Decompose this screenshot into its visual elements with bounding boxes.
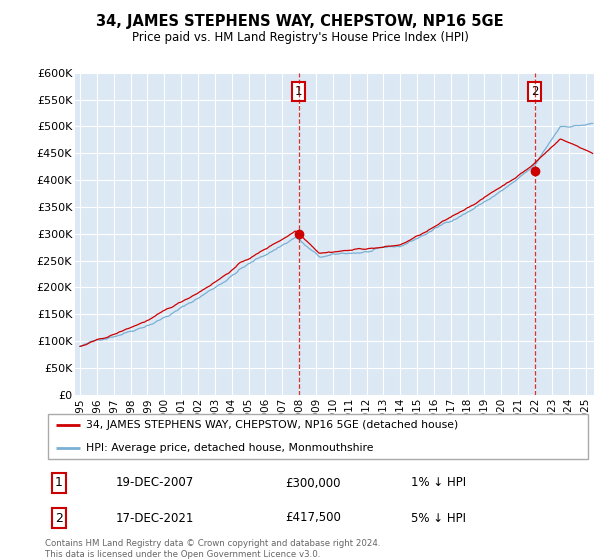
FancyBboxPatch shape [48, 414, 588, 459]
Text: Contains HM Land Registry data © Crown copyright and database right 2024.
This d: Contains HM Land Registry data © Crown c… [45, 539, 380, 559]
Text: 1: 1 [55, 477, 62, 489]
Text: HPI: Average price, detached house, Monmouthshire: HPI: Average price, detached house, Monm… [86, 444, 373, 454]
Text: 5% ↓ HPI: 5% ↓ HPI [411, 511, 466, 525]
Text: 34, JAMES STEPHENS WAY, CHEPSTOW, NP16 5GE: 34, JAMES STEPHENS WAY, CHEPSTOW, NP16 5… [96, 14, 504, 29]
Text: Price paid vs. HM Land Registry's House Price Index (HPI): Price paid vs. HM Land Registry's House … [131, 31, 469, 44]
Text: 17-DEC-2021: 17-DEC-2021 [116, 511, 194, 525]
Text: £300,000: £300,000 [285, 477, 341, 489]
Text: 34, JAMES STEPHENS WAY, CHEPSTOW, NP16 5GE (detached house): 34, JAMES STEPHENS WAY, CHEPSTOW, NP16 5… [86, 420, 458, 430]
Text: 2: 2 [55, 511, 62, 525]
Text: £417,500: £417,500 [285, 511, 341, 525]
Text: 1% ↓ HPI: 1% ↓ HPI [411, 477, 466, 489]
Text: 2: 2 [531, 85, 538, 98]
Text: 19-DEC-2007: 19-DEC-2007 [116, 477, 194, 489]
Text: 1: 1 [295, 85, 302, 98]
